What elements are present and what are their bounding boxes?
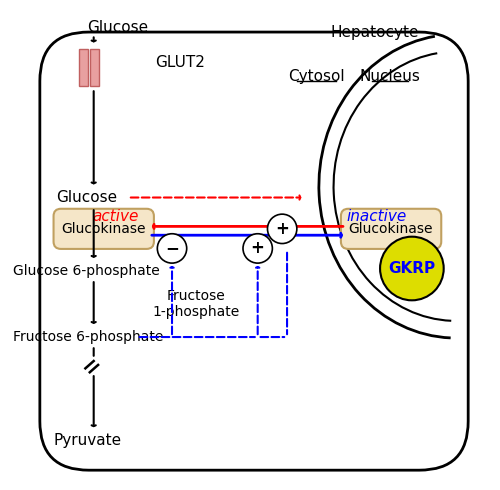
Text: Hepatocyte: Hepatocyte [331, 24, 420, 40]
Text: Glucokinase: Glucokinase [61, 222, 146, 236]
Circle shape [243, 234, 272, 263]
FancyBboxPatch shape [40, 32, 468, 470]
Text: Nucleus: Nucleus [360, 69, 420, 84]
Circle shape [268, 214, 297, 244]
Text: inactive: inactive [346, 209, 407, 224]
Circle shape [158, 234, 186, 263]
FancyBboxPatch shape [54, 209, 154, 249]
FancyBboxPatch shape [341, 209, 442, 249]
Text: GKRP: GKRP [388, 261, 436, 276]
FancyBboxPatch shape [79, 49, 88, 86]
Text: Glucose: Glucose [56, 190, 117, 205]
Text: Glucose 6-phosphate: Glucose 6-phosphate [13, 264, 160, 278]
Text: Fructose
1-phosphate: Fructose 1-phosphate [153, 289, 240, 319]
Text: −: − [165, 240, 179, 257]
Text: active: active [92, 209, 139, 224]
Text: Cytosol: Cytosol [288, 69, 344, 84]
Text: Glucokinase: Glucokinase [348, 222, 433, 236]
Circle shape [380, 237, 444, 300]
FancyBboxPatch shape [90, 49, 99, 86]
Text: +: + [275, 220, 289, 238]
Text: +: + [250, 240, 264, 257]
Text: Glucose: Glucose [88, 20, 148, 35]
Text: Pyruvate: Pyruvate [54, 433, 122, 448]
Text: GLUT2: GLUT2 [155, 55, 205, 70]
Text: Fructose 6-phosphate: Fructose 6-phosphate [12, 330, 163, 344]
